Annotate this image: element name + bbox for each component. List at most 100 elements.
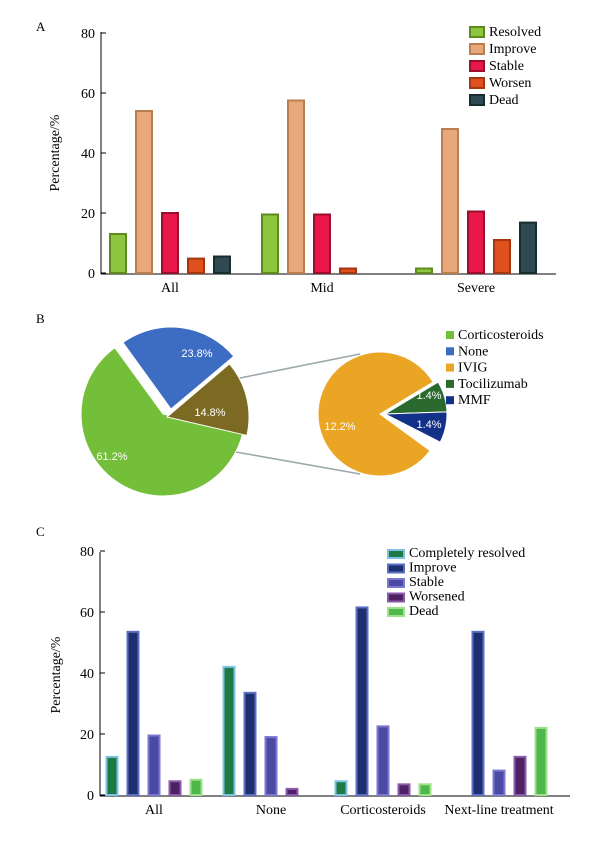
- pie-breakout: 12.2% 1.4% 1.4%: [317, 351, 448, 477]
- bar-dead-all: [189, 778, 203, 796]
- legend-label-worsened: Worsened: [409, 590, 465, 605]
- panel-a-y-axis-title: Percentage/%: [48, 114, 63, 191]
- pie-data-label-ivig: 12.2%: [324, 421, 355, 433]
- panel-a-legend: Resolved Improve Stable Worsen Dead: [469, 25, 541, 108]
- pie-slice-ivig: [317, 351, 434, 477]
- pie-legend-swatch-tocilizumab: [446, 379, 454, 388]
- bar-improve-severe: [441, 128, 459, 274]
- legend-label-dead: Dead: [489, 93, 519, 108]
- x-tick-label-severe: Severe: [457, 281, 495, 296]
- y-tick-label: 60: [81, 87, 95, 102]
- bar-resolved-all: [109, 233, 127, 274]
- panel-c-label: C: [36, 524, 45, 539]
- legend-swatch-improve: [469, 43, 485, 55]
- pie-connectors: [234, 353, 361, 475]
- bar-worsen-severe: [493, 239, 511, 274]
- panel-c-x-ticks: All None Corticosteroids Next-line treatmen…: [145, 803, 554, 818]
- bar-worsen-mid: [339, 267, 357, 274]
- bar-worsened-none: [285, 787, 299, 797]
- bar-resolved-severe: [415, 267, 433, 274]
- legend-label-worsen: Worsen: [489, 76, 531, 91]
- pie-data-label-corticosteroids: 61.2%: [96, 451, 127, 463]
- y-tick-label: 40: [81, 147, 95, 162]
- y-tick-label: 0: [87, 789, 94, 804]
- pie-legend-label-none: None: [458, 344, 488, 359]
- bar-dead-all: [213, 255, 231, 274]
- legend-swatch-stable: [469, 60, 485, 72]
- y-tick-label: 40: [80, 667, 94, 682]
- pie-slice-other: [165, 363, 250, 437]
- legend-swatch-worsened: [387, 592, 405, 603]
- x-tick-label-mid: Mid: [310, 281, 333, 296]
- pie-legend-label-ivig: IVIG: [458, 361, 488, 376]
- bar-improve-all: [135, 110, 153, 274]
- bar-completely-resolved-all: [105, 755, 119, 796]
- pie-slice-corticosteroids: [80, 346, 244, 497]
- pie-legend-label-corticosteroids: Corticosteroids: [458, 328, 544, 343]
- legend-label-stable: Stable: [409, 575, 444, 590]
- pie-data-label-other: 14.8%: [194, 407, 225, 419]
- bar-worsened-next-line-treatment: [513, 755, 527, 796]
- pie-data-label-mmf: 1.4%: [416, 419, 441, 431]
- bar-completely-resolved-none: [222, 665, 236, 797]
- x-tick-label-all: All: [145, 803, 163, 818]
- bar-dead-next-line-treatment: [534, 726, 548, 797]
- pie-data-label-tocilizumab: 1.4%: [416, 390, 441, 402]
- panel-b: B 61.2% 23.8% 14.8% 12.2% 1.4% 1.4% Corticos…: [36, 311, 544, 497]
- bar-worsened-all: [168, 780, 182, 797]
- pie-legend-label-tocilizumab: Tocilizumab: [458, 377, 528, 392]
- bar-worsened-corticosteroids: [397, 783, 411, 797]
- legend-swatch-resolved: [469, 26, 485, 38]
- panel-b-label: B: [36, 311, 45, 326]
- bar-stable-next-line-treatment: [492, 769, 506, 796]
- y-tick-label: 80: [80, 545, 94, 560]
- legend-swatch-completely-resolved: [387, 549, 405, 559]
- bar-resolved-mid: [261, 213, 279, 274]
- y-tick-label: 20: [80, 728, 94, 743]
- bar-dead-severe: [519, 221, 537, 275]
- x-tick-label-corticosteroids: Corticosteroids: [340, 803, 426, 818]
- legend-label-completely-resolved: Completely resolved: [409, 546, 525, 561]
- legend-label-dead: Dead: [409, 604, 439, 619]
- legend-swatch-dead: [469, 94, 485, 106]
- bar-stable-none: [264, 736, 278, 796]
- pie-main: 61.2% 23.8% 14.8%: [80, 326, 250, 497]
- panel-c: C 0 20 40 60 80 All None Corticosteroids Next-l…: [36, 524, 570, 818]
- legend-label-resolved: Resolved: [489, 25, 541, 40]
- panel-a-bars: [109, 99, 537, 275]
- bar-dead-corticosteroids: [418, 783, 432, 797]
- bar-worsen-all: [187, 257, 205, 275]
- pie-data-label-none: 23.8%: [181, 348, 212, 360]
- panel-c-y-axis-title: Percentage/%: [49, 636, 64, 713]
- pie-slice-none: [122, 326, 235, 410]
- y-tick-label: 80: [81, 27, 95, 42]
- bar-stable-mid: [313, 213, 331, 274]
- panel-c-legend: Completely resolvedImproveStableWorsened…: [387, 546, 525, 619]
- pie-legend-swatch-none: [446, 347, 454, 356]
- bar-stable-severe: [467, 210, 485, 274]
- bar-improve-next-line-treatment: [471, 630, 485, 797]
- bar-improve-mid: [287, 99, 305, 274]
- x-tick-label-none: None: [256, 803, 286, 818]
- legend-label-improve: Improve: [489, 42, 536, 57]
- pie-legend-swatch-corticosteroids: [446, 331, 454, 339]
- panel-a-label: A: [36, 19, 46, 34]
- bar-stable-all: [147, 734, 161, 797]
- bar-improve-all: [126, 630, 140, 797]
- legend-swatch-improve: [387, 563, 405, 574]
- legend-swatch-dead: [387, 607, 405, 617]
- panel-a-axes: 0 20 40 60 80 All Mid Severe Percentage/%: [48, 27, 556, 296]
- legend-swatch-worsen: [469, 77, 485, 89]
- bar-improve-corticosteroids: [355, 606, 369, 796]
- panel-a-x-ticks: All Mid Severe: [161, 281, 495, 296]
- panel-a: A 0 20 40 60 80 All Mid Severe Percentage/% Re…: [36, 19, 556, 296]
- pie-legend-swatch-mmf: [446, 396, 454, 405]
- bar-stable-corticosteroids: [376, 725, 390, 796]
- bar-completely-resolved-corticosteroids: [334, 780, 348, 797]
- bar-improve-none: [243, 691, 257, 797]
- x-tick-label-all: All: [161, 281, 179, 296]
- y-tick-label: 60: [80, 606, 94, 621]
- pie-slice-mmf: [383, 411, 448, 443]
